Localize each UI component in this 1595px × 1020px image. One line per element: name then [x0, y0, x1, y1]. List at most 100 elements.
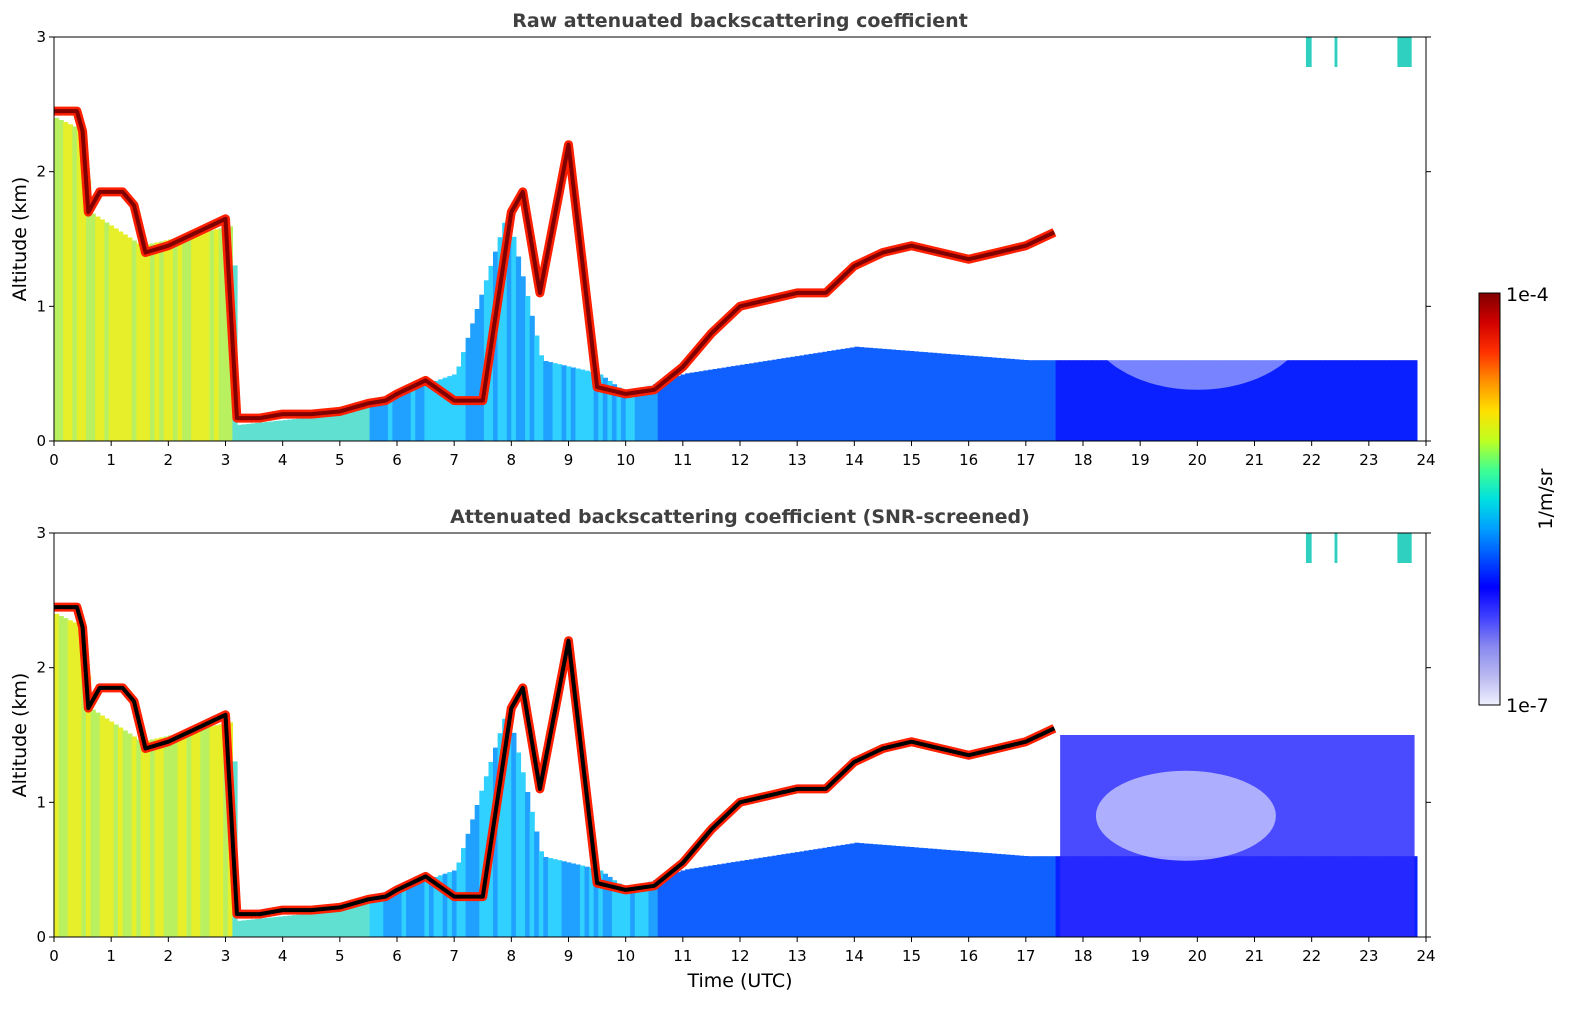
aerosol-column	[1183, 360, 1189, 441]
aerosol-column	[653, 880, 659, 937]
aerosol-column	[593, 868, 599, 937]
aerosol-column	[1215, 360, 1221, 441]
x-tick-label: 8	[507, 947, 517, 965]
aerosol-column	[387, 397, 394, 441]
aerosol-column	[973, 356, 979, 441]
aerosol-column	[1032, 856, 1038, 937]
x-tick-label: 3	[221, 947, 231, 965]
x-tick-label: 6	[392, 451, 402, 469]
aerosol-column	[1060, 360, 1066, 441]
aerosol-column	[639, 389, 645, 441]
y-tick-label: 2	[36, 659, 46, 677]
aerosol-column	[849, 843, 855, 937]
x-tick-label: 1	[106, 947, 116, 965]
aerosol-column	[758, 361, 764, 441]
aerosol-column	[630, 888, 636, 937]
aerosol-column	[781, 854, 787, 937]
aerosol-column	[712, 369, 718, 441]
aerosol-column	[90, 213, 96, 441]
aerosol-column	[1179, 360, 1185, 441]
aerosol-column	[932, 352, 938, 441]
aerosol-column	[890, 845, 897, 937]
aerosol-column	[172, 238, 179, 441]
y-axis-label: Altitude (km)	[9, 177, 31, 302]
aerosol-column	[817, 848, 823, 937]
x-tick-label: 13	[788, 947, 807, 965]
aerosol-column	[945, 849, 951, 937]
aerosol-column	[698, 371, 704, 441]
aerosol-column	[465, 337, 471, 441]
aerosol-column	[1151, 360, 1157, 441]
aerosol-column	[387, 893, 394, 937]
aerosol-column	[401, 392, 407, 441]
aerosol-column	[868, 347, 874, 441]
aerosol-column	[145, 244, 151, 441]
aerosol-column	[99, 715, 105, 937]
raw-backscatter-panel: Raw attenuated backscattering coefficien…	[9, 10, 1436, 469]
aerosol-column	[163, 736, 169, 937]
aerosol-column	[360, 902, 366, 937]
aerosol-column	[1398, 360, 1404, 441]
aerosol-column	[150, 739, 156, 937]
aerosol-column	[794, 356, 801, 441]
aerosol-column	[909, 351, 915, 441]
aerosol-column	[63, 618, 69, 937]
aerosol-column	[351, 410, 357, 441]
light-patch	[1095, 770, 1276, 861]
aerosol-column	[794, 852, 801, 937]
aerosol-column	[589, 867, 595, 937]
aerosol-column	[726, 366, 732, 441]
aerosol-column	[474, 309, 480, 441]
aerosol-column	[840, 844, 846, 937]
aerosol-column	[557, 364, 563, 441]
aerosol-column	[1293, 360, 1299, 441]
aerosol-column	[319, 912, 325, 937]
aerosol-column	[1014, 855, 1020, 937]
aerosol-column	[1142, 360, 1148, 441]
aerosol-column	[282, 420, 288, 441]
aerosol-column	[557, 860, 563, 937]
aerosol-column	[337, 910, 343, 937]
x-tick-label: 21	[1245, 947, 1264, 965]
y-axis: 0 1 2 3	[36, 524, 1431, 946]
aerosol-column	[1275, 360, 1281, 441]
aerosol-column	[561, 861, 567, 937]
aerosol-column	[968, 355, 974, 441]
aerosol-column	[81, 626, 87, 937]
aerosol-column	[278, 916, 284, 937]
aerosol-column	[1019, 359, 1025, 441]
x-tick-label: 16	[959, 947, 978, 965]
aerosol-column	[223, 723, 229, 937]
aerosol-column	[415, 387, 421, 441]
aerosol-column	[255, 422, 261, 441]
high-cloud	[1305, 533, 1312, 563]
aerosol-column	[397, 889, 403, 937]
aerosol-column	[708, 369, 714, 441]
aerosol-column	[1247, 360, 1253, 441]
aerosol-column	[808, 353, 814, 441]
aerosol-column	[831, 350, 837, 441]
x-tick-label: 24	[1416, 947, 1435, 965]
aerosol-column	[104, 222, 110, 441]
aerosol-column	[1270, 360, 1276, 441]
aerosol-column	[1069, 360, 1075, 441]
aerosol-column	[86, 675, 92, 937]
aerosol-column	[383, 398, 389, 441]
x-tick-label: 9	[564, 451, 574, 469]
aerosol-column	[721, 367, 727, 441]
high-cloud	[1305, 37, 1312, 67]
aerosol-column	[538, 851, 544, 937]
aerosol-column	[708, 865, 714, 937]
aerosol-column	[877, 844, 883, 937]
aerosol-column	[214, 725, 220, 937]
aerosol-column	[140, 245, 147, 441]
aerosol-column	[758, 857, 764, 937]
aerosol-column	[607, 380, 613, 441]
aerosol-column	[186, 235, 192, 441]
y-axis-label: Altitude (km)	[9, 673, 31, 798]
aerosol-column	[525, 792, 531, 937]
aerosol-column	[246, 423, 252, 441]
aerosol-column	[900, 846, 906, 937]
aerosol-column	[81, 130, 87, 441]
aerosol-column	[959, 355, 965, 441]
